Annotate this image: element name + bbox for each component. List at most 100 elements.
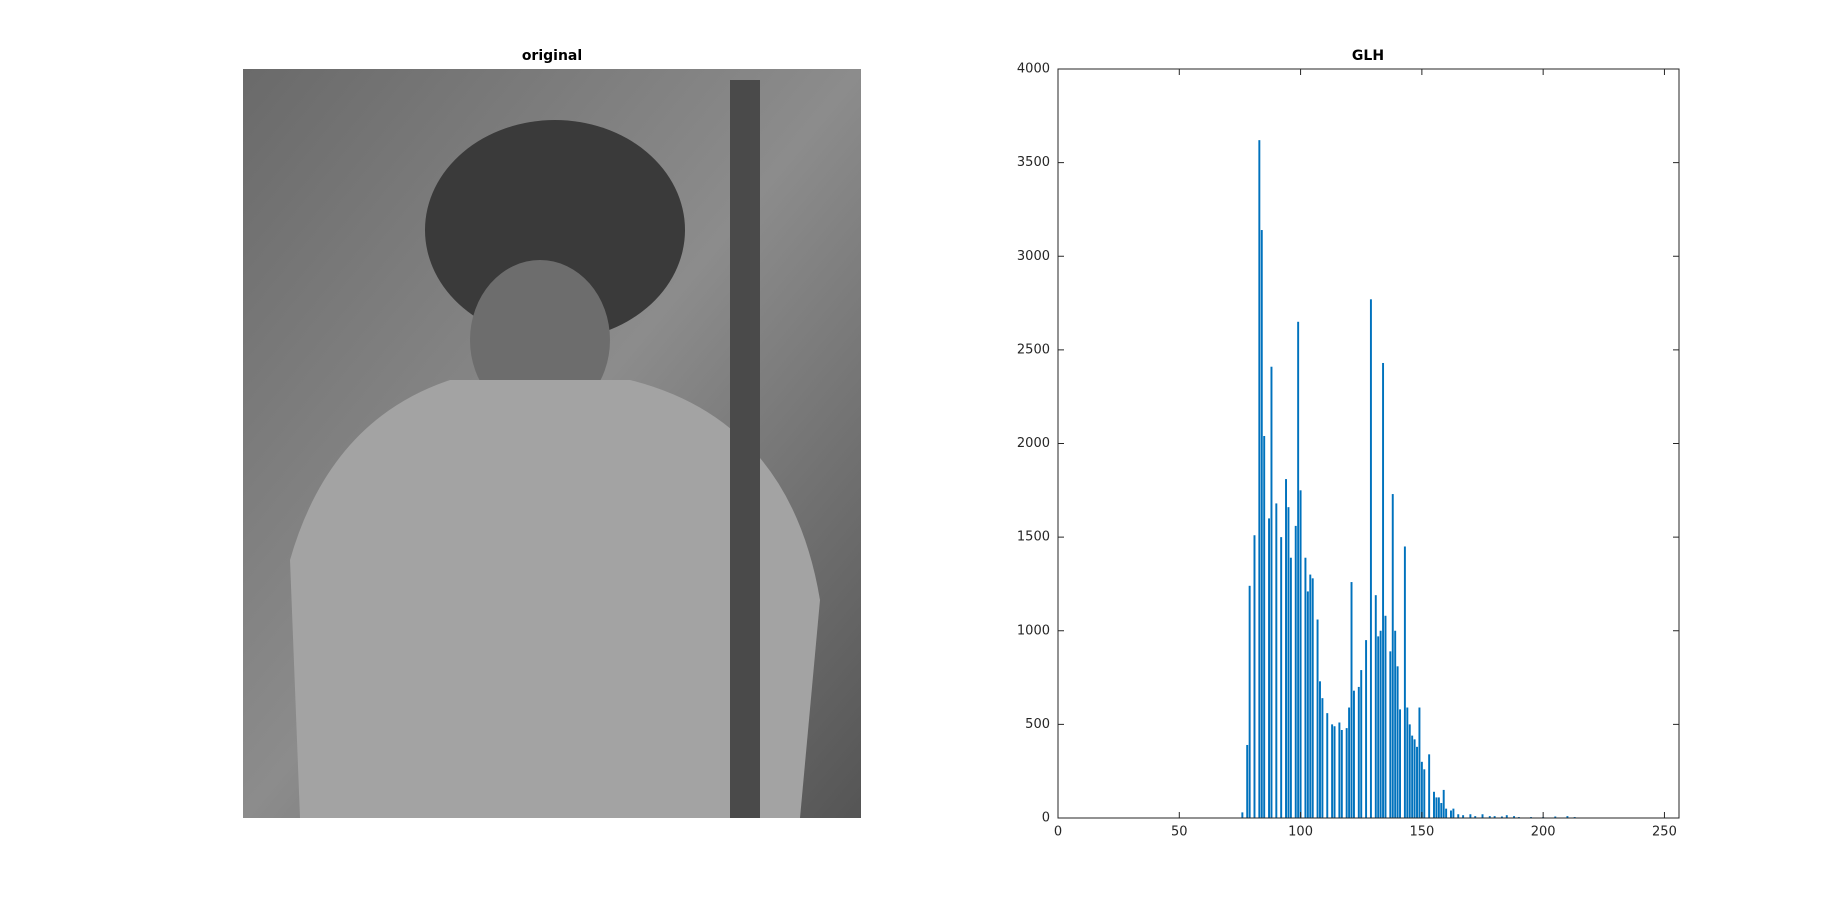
- bar: [1365, 640, 1368, 818]
- y-tick-label: 1500: [1017, 530, 1050, 545]
- bar: [1319, 681, 1321, 818]
- bar: [1379, 630, 1382, 818]
- bar: [1350, 582, 1353, 818]
- bar: [1566, 816, 1569, 818]
- x-tick-label: 100: [1288, 825, 1313, 840]
- bar: [1505, 815, 1508, 818]
- bar: [1423, 769, 1426, 818]
- bar: [1297, 321, 1300, 818]
- bar: [1377, 636, 1380, 818]
- bar: [1360, 670, 1363, 818]
- bar: [1420, 761, 1423, 818]
- bar: [1452, 808, 1455, 818]
- bar: [1554, 816, 1557, 818]
- y-tick-label: 1000: [1017, 623, 1050, 638]
- bar: [1275, 503, 1278, 818]
- bar: [1440, 803, 1443, 818]
- bar: [1437, 797, 1440, 818]
- bar: [1331, 724, 1334, 818]
- histogram: GLH 0 50 100 150 200 250050010001500200025003…: [1017, 48, 1680, 840]
- y-tick-label: 4000: [1017, 62, 1050, 77]
- bar: [1260, 230, 1263, 818]
- bar: [1435, 797, 1438, 818]
- bar: [1428, 754, 1431, 818]
- bar: [1481, 814, 1484, 818]
- photo-jacket: [290, 380, 820, 818]
- bar: [1450, 810, 1452, 818]
- bar: [1326, 713, 1329, 818]
- bar: [1391, 494, 1394, 818]
- chart-title: GLH: [1352, 48, 1384, 64]
- image-title: original: [522, 48, 582, 64]
- bar: [1306, 591, 1309, 818]
- bar: [1280, 537, 1283, 818]
- bar: [1241, 812, 1244, 818]
- bar: [1311, 578, 1314, 818]
- bar: [1462, 815, 1465, 818]
- bar: [1285, 479, 1287, 818]
- bar: [1294, 525, 1297, 818]
- bar: [1442, 789, 1445, 818]
- y-tick-label: 2000: [1017, 436, 1050, 451]
- plot-area: [1058, 69, 1679, 818]
- bar: [1406, 707, 1409, 818]
- bar: [1338, 722, 1341, 818]
- bar: [1418, 707, 1421, 818]
- bar: [1493, 816, 1496, 818]
- bar: [1382, 362, 1385, 818]
- bar: [1304, 557, 1307, 818]
- bar: [1445, 808, 1448, 818]
- bar: [1433, 791, 1435, 818]
- bar: [1248, 585, 1251, 818]
- y-tick-label: 3000: [1017, 249, 1050, 264]
- bar: [1411, 735, 1414, 818]
- bar: [1408, 724, 1411, 818]
- bar: [1268, 518, 1271, 818]
- bar: [1394, 630, 1397, 818]
- x-tick-label: 150: [1409, 825, 1434, 840]
- bar: [1340, 729, 1343, 818]
- y-tick-label: 0: [1042, 811, 1050, 826]
- bar: [1413, 739, 1416, 818]
- bar: [1309, 574, 1312, 818]
- bar: [1345, 728, 1348, 818]
- bar: [1374, 595, 1377, 818]
- bar: [1403, 546, 1406, 818]
- bar: [1513, 816, 1516, 818]
- y-tick-label: 3500: [1017, 155, 1050, 170]
- image-panel: original: [243, 48, 861, 818]
- y-tick-label: 500: [1025, 717, 1050, 732]
- bar: [1348, 707, 1351, 818]
- bar: [1289, 557, 1292, 818]
- bar: [1258, 140, 1261, 818]
- photo-post: [730, 80, 760, 818]
- bar: [1384, 615, 1387, 818]
- bar: [1357, 686, 1360, 818]
- y-tick-label: 2500: [1017, 342, 1050, 357]
- bar: [1469, 814, 1472, 818]
- bar: [1352, 690, 1355, 818]
- bar: [1253, 535, 1256, 818]
- bar: [1316, 619, 1319, 818]
- bar: [1287, 507, 1290, 818]
- x-tick-label: 250: [1652, 825, 1677, 840]
- bar: [1299, 490, 1302, 818]
- bar: [1389, 651, 1392, 818]
- x-tick-label: 200: [1531, 825, 1556, 840]
- bar: [1457, 814, 1460, 818]
- bar: [1488, 816, 1491, 818]
- bar: [1333, 726, 1336, 818]
- x-tick-label: 0: [1054, 825, 1062, 840]
- bar: [1474, 816, 1477, 818]
- bar: [1270, 366, 1273, 818]
- bar: [1369, 299, 1372, 818]
- bar: [1396, 666, 1399, 818]
- x-tick-label: 50: [1171, 825, 1188, 840]
- bar: [1246, 744, 1249, 818]
- bar: [1263, 436, 1266, 818]
- bar: [1399, 709, 1402, 818]
- bar: [1321, 698, 1324, 818]
- bar: [1416, 746, 1418, 818]
- bar: [1500, 816, 1503, 818]
